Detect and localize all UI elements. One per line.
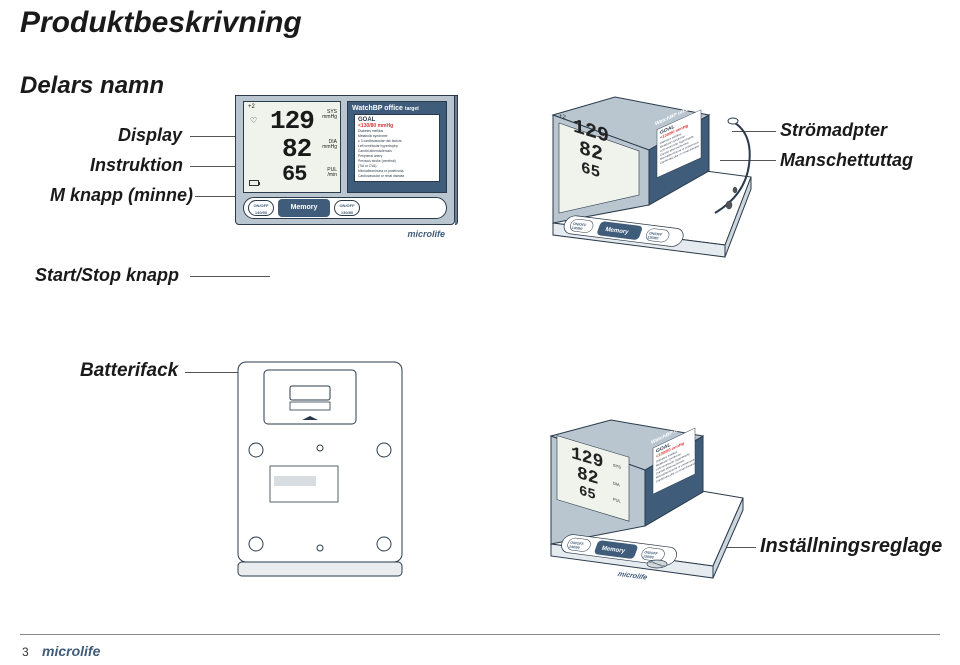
onoff-left-button[interactable]: ON/OFF140/90 bbox=[248, 200, 274, 216]
unit-pul: PUL/min bbox=[327, 168, 337, 178]
heart-icon: ♡ bbox=[250, 116, 257, 125]
lead-line bbox=[190, 276, 270, 277]
reading-pulse: 65 bbox=[282, 162, 306, 187]
device-screen: +2 ♡ 129 82 65 SYSmmHg DIAmmHg PUL/min bbox=[243, 101, 341, 193]
device-perspective2-illustration: 129 82 65 SYS DIA PUL GOAL <130/80 mmHg … bbox=[545, 418, 750, 593]
footer-logo: microlife bbox=[42, 643, 100, 659]
battery-icon bbox=[249, 180, 259, 186]
memory-button[interactable]: Memory bbox=[278, 199, 330, 217]
page-title: Produktbeskrivning bbox=[20, 6, 302, 40]
unit-dia: DIAmmHg bbox=[322, 140, 337, 150]
goal-box: GOAL <130/80 mmHg Diabetes mellitus Meta… bbox=[354, 114, 440, 182]
device-instruction-panel: WatchBP office target GOAL <130/80 mmHg … bbox=[347, 101, 447, 193]
device-side bbox=[455, 95, 458, 225]
device-perspective-illustration: 129 82 65 +2 GOAL <130/80 mmHg Diabetes … bbox=[545, 95, 760, 270]
unit-sys: SYSmmHg bbox=[322, 110, 337, 120]
label-instruktion: Instruktion bbox=[90, 155, 183, 176]
device-brand: WatchBP office target bbox=[348, 102, 446, 113]
screen-topleft-icon: +2 bbox=[248, 104, 255, 110]
device-control-bar: ON/OFF140/90 Memory ON/OFF130/80 bbox=[243, 197, 447, 219]
microlife-logo: microlife bbox=[407, 229, 445, 239]
label-mknapp: M knapp (minne) bbox=[50, 185, 193, 206]
goal-item: Cardiovascular or renal disease bbox=[358, 174, 436, 179]
device-bottom-illustration bbox=[230, 358, 410, 588]
label-batterifack: Batterifack bbox=[80, 360, 178, 382]
svg-text:microlife: microlife bbox=[617, 569, 649, 581]
page-number: 3 bbox=[22, 645, 29, 659]
footer-rule bbox=[20, 634, 940, 635]
section-title: Delars namn bbox=[20, 72, 164, 100]
label-installningsreglage: Inställningsreglage bbox=[760, 535, 942, 558]
label-display: Display bbox=[118, 125, 182, 146]
label-stromadapter: Strömadpter bbox=[780, 120, 887, 141]
onoff-right-button[interactable]: ON/OFF130/80 bbox=[334, 200, 360, 216]
reading-dia: 82 bbox=[282, 134, 311, 164]
label-startstop: Start/Stop knapp bbox=[35, 265, 179, 286]
reading-sys: 129 bbox=[270, 106, 314, 136]
label-manschettuttag: Manschettuttag bbox=[780, 150, 913, 171]
device-front-illustration: +2 ♡ 129 82 65 SYSmmHg DIAmmHg PUL/min W… bbox=[235, 95, 455, 275]
